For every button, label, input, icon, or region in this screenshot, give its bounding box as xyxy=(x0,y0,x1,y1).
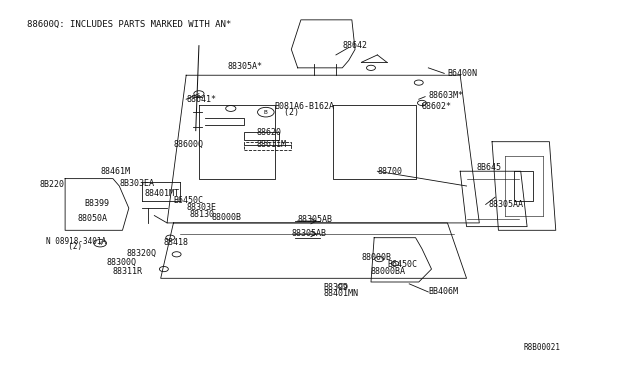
Text: 88461M: 88461M xyxy=(100,167,130,176)
Text: 88300Q: 88300Q xyxy=(106,258,136,267)
Text: 88700: 88700 xyxy=(378,167,403,176)
Text: 88130: 88130 xyxy=(189,210,214,219)
Text: 88401MT: 88401MT xyxy=(145,189,180,198)
Text: BB406M: BB406M xyxy=(428,288,458,296)
Text: 88305AA: 88305AA xyxy=(489,200,524,209)
Text: B: B xyxy=(264,110,268,115)
Text: 88305A*: 88305A* xyxy=(228,61,262,71)
Text: 88303E: 88303E xyxy=(186,203,216,212)
Text: 88602*: 88602* xyxy=(422,102,452,111)
Text: 8B303EA: 8B303EA xyxy=(119,179,154,187)
Text: 88642: 88642 xyxy=(342,41,367,50)
Text: 8B645: 8B645 xyxy=(476,163,501,172)
Text: B8399: B8399 xyxy=(84,199,109,208)
Text: (2): (2) xyxy=(274,108,299,117)
Text: 88641*: 88641* xyxy=(186,95,216,104)
Text: 88600Q: 88600Q xyxy=(173,140,204,149)
Text: 88000B: 88000B xyxy=(362,253,392,263)
Text: 88000B: 88000B xyxy=(212,213,242,222)
Text: 88050A: 88050A xyxy=(78,214,108,223)
Bar xyxy=(244,142,291,150)
Text: 88611M: 88611M xyxy=(256,140,286,149)
Text: 88401MN: 88401MN xyxy=(323,289,358,298)
Text: 88620: 88620 xyxy=(256,128,281,137)
Text: B6450C: B6450C xyxy=(173,196,204,205)
Text: B6450C: B6450C xyxy=(387,260,417,269)
Text: 88320Q: 88320Q xyxy=(127,249,157,258)
Text: 88418: 88418 xyxy=(164,238,189,247)
Text: R8B00021: R8B00021 xyxy=(524,343,561,352)
Text: B8399: B8399 xyxy=(323,283,348,292)
Text: N 08918-3401A: N 08918-3401A xyxy=(46,237,106,246)
Text: B081A6-B162A: B081A6-B162A xyxy=(274,102,334,111)
Text: 88603M*: 88603M* xyxy=(428,91,463,100)
Text: B6400N: B6400N xyxy=(447,69,477,78)
Text: 88305AB: 88305AB xyxy=(298,215,333,224)
Text: (2): (2) xyxy=(59,243,82,251)
Text: 88000BA: 88000BA xyxy=(371,267,406,276)
Text: 88600Q: INCLUDES PARTS MARKED WITH AN*: 88600Q: INCLUDES PARTS MARKED WITH AN* xyxy=(27,20,231,29)
Text: N: N xyxy=(99,241,102,246)
Text: 8B220: 8B220 xyxy=(40,180,65,189)
Text: 88311R: 88311R xyxy=(113,267,143,276)
Bar xyxy=(244,132,278,140)
Text: 88305AB: 88305AB xyxy=(291,230,326,238)
